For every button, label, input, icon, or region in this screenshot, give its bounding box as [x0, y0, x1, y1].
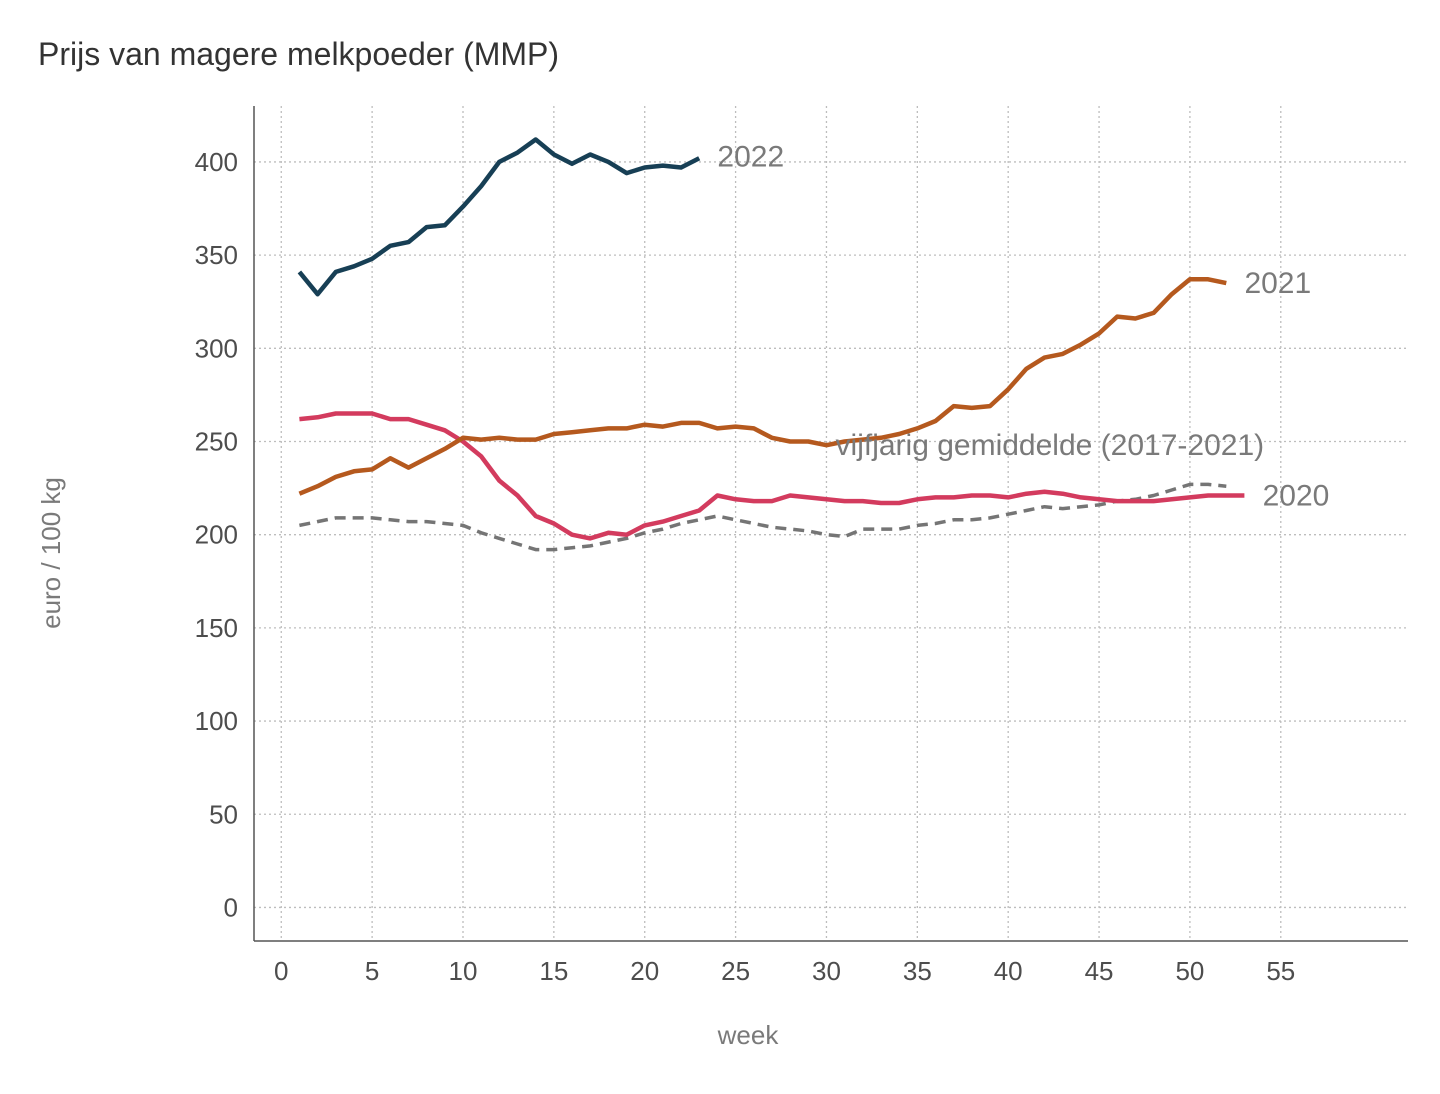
x-tick-label: 20	[630, 956, 659, 986]
x-tick-label: 50	[1175, 956, 1204, 986]
y-tick-labels: 0 50 100 150 200 250 300 350 400	[195, 147, 238, 923]
x-tick-labels: 0 5 10 15 20 25 30 35 40 45 50 55	[274, 956, 1295, 986]
x-tick-label: 30	[812, 956, 841, 986]
x-tick-label: 40	[994, 956, 1023, 986]
series-line-vijfjarig-gemiddelde-2017-2021	[299, 482, 1227, 552]
x-axis-title: week	[717, 1020, 780, 1050]
y-tick-label: 300	[195, 333, 238, 363]
gridlines	[254, 106, 1408, 941]
y-tick-label: 400	[195, 147, 238, 177]
chart-title: Prijs van magere melkpoeder (MMP)	[38, 36, 559, 72]
series-line-2021	[298, 277, 1227, 496]
x-tick-label: 55	[1266, 956, 1295, 986]
series-line-2022	[297, 137, 701, 297]
series-label-2020: 2020	[1263, 480, 1330, 513]
y-tick-label: 200	[195, 520, 238, 550]
y-tick-label: 0	[224, 892, 238, 922]
series-labels: vijfjarig gemiddelde (2017-2021) 2020 2021…	[717, 140, 1329, 512]
y-tick-label: 50	[209, 799, 238, 829]
series-lines	[297, 137, 1245, 552]
x-tick-label: 5	[365, 956, 379, 986]
series-label-2021: 2021	[1244, 267, 1311, 300]
y-tick-label: 350	[195, 240, 238, 270]
y-axis-title: euro / 100 kg	[36, 477, 66, 629]
y-tick-label: 250	[195, 426, 238, 456]
x-tick-label: 25	[721, 956, 750, 986]
y-tick-label: 100	[195, 706, 238, 736]
series-label-2022: 2022	[717, 140, 784, 173]
x-tick-label: 45	[1085, 956, 1114, 986]
x-tick-label: 0	[274, 956, 288, 986]
x-tick-label: 35	[903, 956, 932, 986]
x-tick-label: 15	[539, 956, 568, 986]
y-tick-label: 150	[195, 613, 238, 643]
series-label-vijfjarig-gemiddelde-2017-2021: vijfjarig gemiddelde (2017-2021)	[836, 429, 1265, 462]
x-tick-label: 10	[449, 956, 478, 986]
series-line-2020	[299, 411, 1245, 541]
